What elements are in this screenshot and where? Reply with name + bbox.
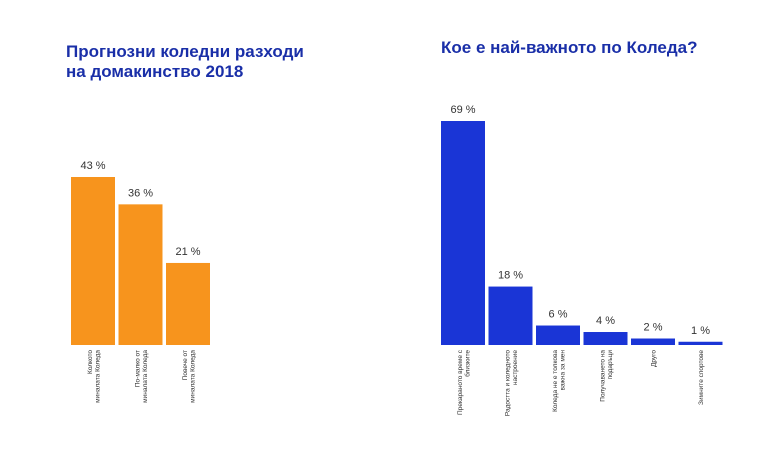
value-label-0-0: 43 % <box>80 160 105 172</box>
bar-1-4 <box>631 338 675 345</box>
chart-title-left-line1: Прогнозни коледни разходи <box>66 42 304 61</box>
category-label-1-3-0: Получаването на <box>599 350 606 402</box>
category-label-1-0-1: близките <box>463 350 471 377</box>
category-label-1-3-1: подаръци <box>607 350 614 380</box>
value-label-0-2: 21 % <box>175 246 200 258</box>
value-label-1-4: 2 % <box>644 322 663 334</box>
bar-1-0 <box>441 121 485 345</box>
category-label-0-1-0: По-малко от <box>134 350 141 387</box>
bar-0-2 <box>166 262 210 345</box>
bar-0-0 <box>71 177 115 345</box>
value-label-1-3: 4 % <box>596 315 615 327</box>
value-label-1-0: 69 % <box>450 104 475 116</box>
chart-title-left: Прогнозни коледни разходи на домакинство… <box>66 42 304 82</box>
category-label-1-0-0: Прекараното време с <box>457 349 464 415</box>
value-label-1-2: 6 % <box>549 309 568 321</box>
category-label-1-1-1: настроение <box>512 350 519 385</box>
category-label-0-0-1: миналата Коледа <box>94 350 101 403</box>
bar-1-2 <box>536 325 580 345</box>
category-label-0-2-0: Повече от <box>182 350 189 380</box>
chart-title-right: Кое е най-важното по Коледа? <box>441 38 698 57</box>
category-label-0-1-1: миналата Коледа <box>142 350 149 403</box>
category-label-0-2-1: миналата Коледа <box>189 350 196 403</box>
value-label-1-5: 1 % <box>691 325 710 337</box>
bar-1-5 <box>678 341 723 345</box>
category-label-1-1-0: Радостта и коледното <box>504 350 511 417</box>
category-label-1-2-0: Коледа не е толкова <box>552 350 559 412</box>
category-label-0-0-0: Колкото <box>87 350 94 374</box>
category-label-1-4-0: Друго <box>651 350 658 367</box>
bar-1-1 <box>488 286 533 345</box>
category-label-1-2-1: важна за мен <box>559 350 566 391</box>
value-label-0-1: 36 % <box>128 187 153 199</box>
value-label-1-1: 18 % <box>498 270 523 282</box>
category-label-1-5-0: Зимните спортове <box>698 350 705 405</box>
bar-1-3 <box>583 332 628 345</box>
chart-title-left-line2: на домакинство 2018 <box>66 62 244 81</box>
bar-0-1 <box>118 204 163 345</box>
